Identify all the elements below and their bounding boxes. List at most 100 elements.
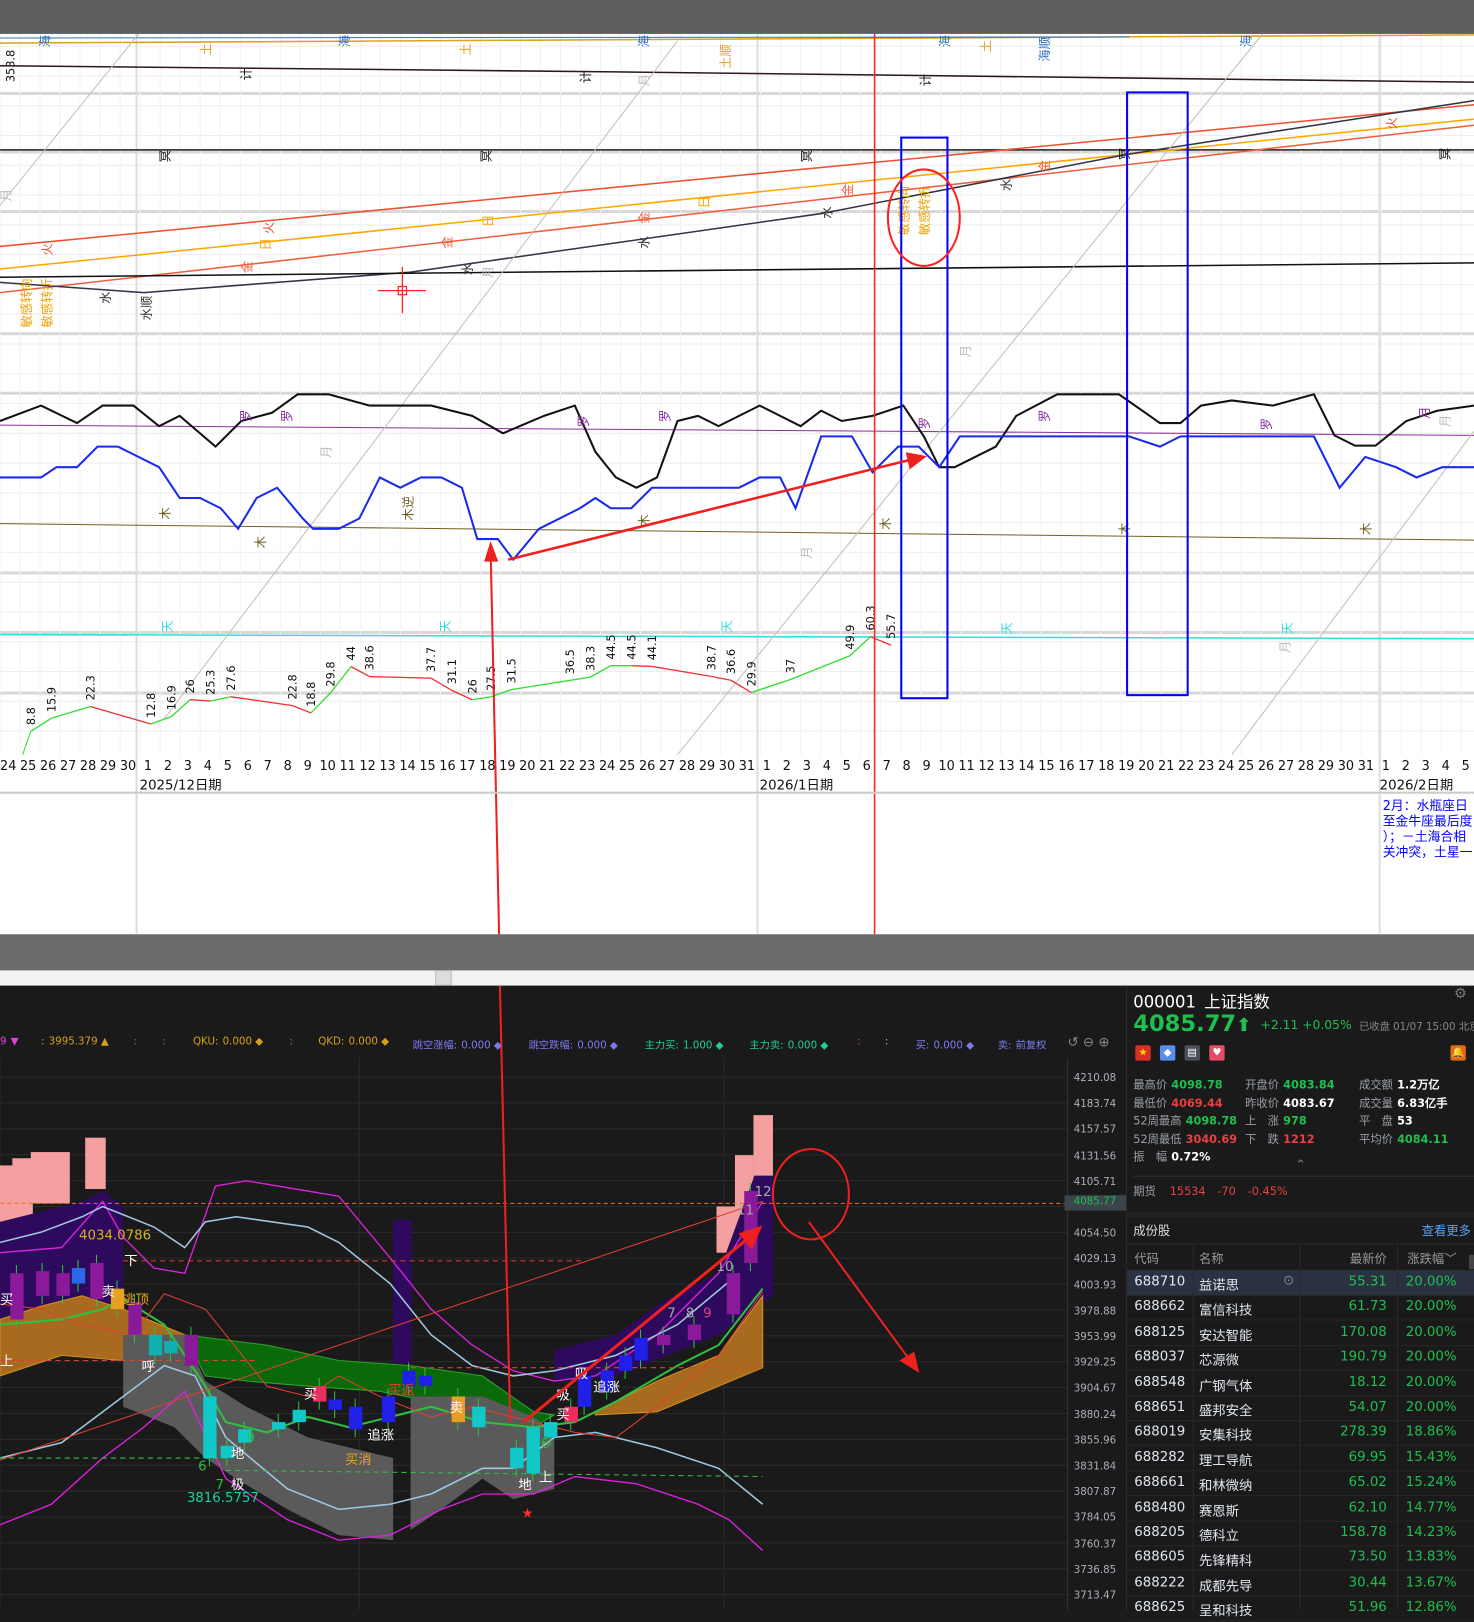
stock-change-pct: 20.00% — [1405, 1349, 1457, 1365]
indicator-item: : — [162, 1036, 170, 1047]
table-row[interactable]: 688222 成都先导 30.44 13.67% — [1127, 1571, 1474, 1597]
line-shui — [0, 99, 1474, 294]
date-tick: 24 — [599, 759, 615, 774]
count-10: 10 — [716, 1260, 733, 1275]
col-code[interactable]: 代码 — [1134, 1251, 1159, 1267]
signal-chase-2: 追涨 — [593, 1379, 620, 1395]
count-11: 11 — [737, 1204, 754, 1219]
col-change-pct-label: 涨跌幅 — [1407, 1251, 1445, 1267]
value-label: 55.7 — [885, 614, 898, 639]
value-label: 29.8 — [325, 661, 338, 686]
date-tick: 22 — [559, 759, 575, 774]
kline-chart[interactable]: 4034.0786 3816.5757 下 上 买 卖 逃顶 呼 地 极 7 6… — [0, 985, 1127, 1611]
date-tick: 11 — [958, 759, 974, 774]
stat-value: 6.83亿手 — [1397, 1096, 1448, 1110]
value-label: 37 — [785, 659, 798, 673]
price-axis-tick: 3736.85 — [1073, 1564, 1117, 1576]
col-name[interactable]: 名称 — [1198, 1251, 1224, 1267]
indicator-label: QKD: — [318, 1036, 345, 1048]
candle-body — [292, 1409, 306, 1423]
undo-icon[interactable]: ↺ — [1067, 1035, 1079, 1051]
glyph-label: 月 — [800, 546, 814, 558]
stat-label: 开盘价 — [1245, 1078, 1280, 1092]
alert-bell-icon[interactable]: 🔔 — [1450, 1045, 1466, 1061]
table-row[interactable]: 688019 安集科技 278.39 18.86% — [1127, 1420, 1474, 1447]
date-tick: 11 — [339, 759, 355, 774]
table-scrollbar[interactable] — [1468, 1254, 1474, 1270]
stat-value: 1.2万亿 — [1397, 1078, 1440, 1092]
last-price: 4085.77⬆ — [1133, 1011, 1251, 1037]
price-axis-tick: 4183.74 — [1073, 1098, 1117, 1111]
moon-diagonals — [0, 33, 1474, 756]
value-label: 31.1 — [446, 659, 459, 684]
glyph-label: 木 — [254, 536, 268, 548]
horizontal-scrollbar[interactable] — [0, 970, 1474, 986]
value-label: 12.8 — [145, 693, 158, 718]
view-more-link[interactable]: 查看更多 — [1421, 1223, 1471, 1239]
col-price[interactable]: 最新价 — [1349, 1251, 1387, 1267]
signal-up-left: 上 — [0, 1354, 13, 1370]
date-tick: 17 — [1078, 759, 1094, 774]
table-row[interactable]: 688282 理工导航 69.95 15.43% — [1127, 1446, 1474, 1472]
glyph-label: 月 — [1418, 407, 1432, 419]
signal-chase-1: 追涨 — [367, 1428, 394, 1444]
stat-value: 4069.44 — [1171, 1096, 1223, 1110]
candle-body — [164, 1341, 178, 1354]
date-tick: 5 — [224, 759, 232, 774]
glyph-label: 冥 — [800, 150, 814, 162]
value-label: 22.8 — [287, 674, 300, 699]
china-flag-icon[interactable]: ★ — [1135, 1045, 1151, 1061]
date-tick: 25 — [1238, 759, 1254, 774]
grid — [0, 33, 1474, 935]
value-segment — [631, 665, 652, 668]
target-circle — [771, 1147, 850, 1241]
price-axis-tick: 3831.84 — [1073, 1461, 1117, 1473]
candle-body — [110, 1288, 125, 1310]
indicator-value: 0.000 ◆ — [348, 1036, 390, 1048]
notes-icon[interactable]: ▤ — [1184, 1045, 1200, 1061]
settings-gear-icon[interactable]: ⚙ — [1453, 985, 1467, 1003]
tag-icon[interactable]: ◆ — [1159, 1045, 1176, 1061]
stock-price: 65.02 — [1348, 1474, 1387, 1491]
glyph-label: 水 — [638, 236, 652, 248]
indicator-item: 跳空涨幅: 0.000 ◆ — [413, 1036, 502, 1051]
stock-change-pct: 14.23% — [1405, 1524, 1457, 1541]
indicator-value: 0.000 ◆ — [577, 1040, 618, 1052]
date-tick: 25 — [619, 759, 635, 774]
stat-value: 4083.84 — [1283, 1078, 1335, 1092]
watch-icon[interactable]: ⊙ — [1283, 1273, 1295, 1289]
stock-price: 158.78 — [1340, 1524, 1387, 1541]
price-axis-tick: 3713.47 — [1073, 1590, 1117, 1602]
stat-item: 昨收价 4083.67 — [1245, 1094, 1334, 1110]
value-segment — [170, 699, 191, 717]
scrollbar-thumb[interactable] — [435, 970, 452, 986]
table-row[interactable]: 688205 德科立 158.78 14.23% — [1127, 1521, 1474, 1547]
count-6b: 6 — [541, 1437, 549, 1452]
astro-timeline-chart[interactable]: 8.8 15.9 22.3 12.8 16.9 26 25.3 27.6 22.8 18.8 29.… — [0, 33, 1474, 971]
value-segment — [189, 699, 211, 702]
col-change-pct[interactable]: 涨跌幅﹀ — [1407, 1250, 1456, 1267]
zoom-out-icon[interactable]: ⊖ — [1083, 1035, 1095, 1051]
stat-item: 平均价 4084.11 — [1359, 1130, 1448, 1146]
favorite-heart-icon[interactable]: ♥ — [1209, 1045, 1225, 1061]
indicator-label: : — [884, 1036, 889, 1048]
candle-body — [35, 1271, 50, 1296]
value-label: 44.5 — [605, 634, 618, 659]
candle-body — [744, 1191, 758, 1263]
value-segment — [330, 666, 352, 694]
collapse-caret-icon[interactable]: ⌃ — [1295, 1157, 1306, 1172]
stock-code: 688605 — [1134, 1549, 1186, 1566]
signal-di-2: 地 — [518, 1477, 531, 1493]
value-segment — [569, 676, 591, 682]
candle-body — [510, 1447, 524, 1469]
highlight-box-2 — [1126, 91, 1189, 697]
left-value-label: 353.8 — [4, 50, 17, 82]
change-pct: +0.05% — [1302, 1017, 1352, 1032]
line-hai — [0, 36, 1130, 39]
zoom-in-icon[interactable]: ⊕ — [1098, 1035, 1110, 1051]
stat-value: 4098.78 — [1171, 1078, 1223, 1092]
indicator-value: 0.000 ◆ — [933, 1040, 975, 1052]
count-7b: 7 — [667, 1306, 675, 1321]
glyph-label: 土 — [199, 43, 213, 55]
glyph-label: 计 — [919, 74, 933, 86]
